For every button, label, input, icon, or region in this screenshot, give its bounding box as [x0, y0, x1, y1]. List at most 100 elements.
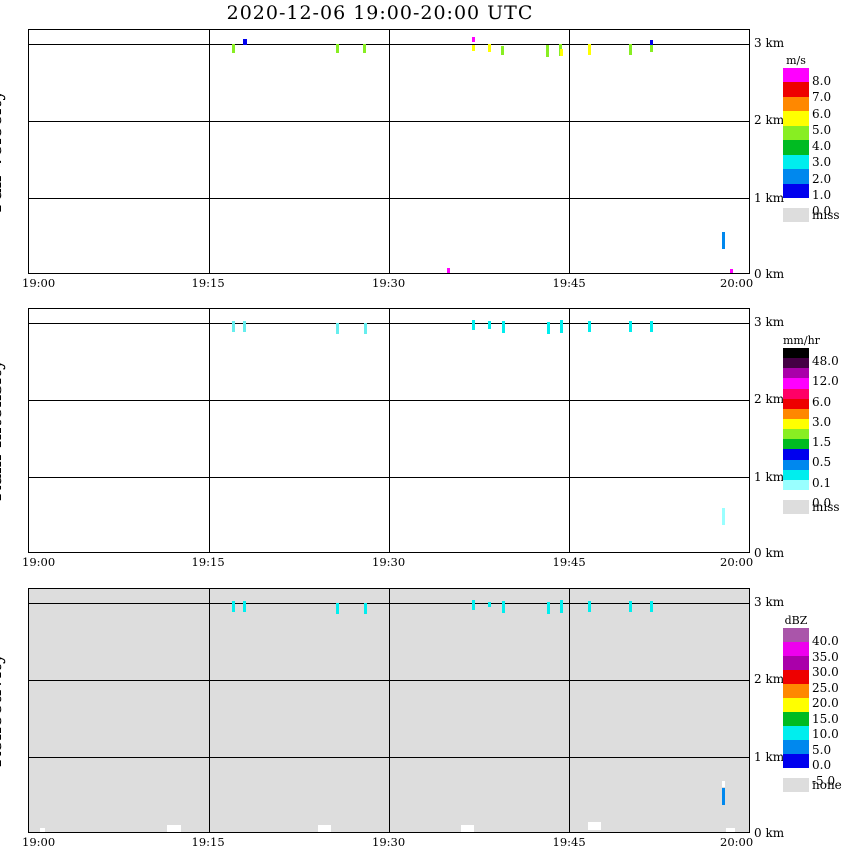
colorbar-swatch — [783, 469, 809, 480]
data-mark — [628, 321, 632, 333]
gridline-horizontal-3km — [29, 602, 749, 604]
colorbar-swatch — [783, 169, 809, 184]
data-mark — [722, 780, 726, 787]
xtick-label: 19:45 — [552, 276, 586, 290]
xtick-label: 19:30 — [372, 276, 406, 290]
data-mark — [649, 321, 653, 333]
colorbar-tick-label: 6.0 — [812, 394, 832, 409]
xtick-label: 19:00 — [22, 835, 56, 849]
colorbar-tick-label: 48.0 — [812, 354, 839, 368]
colorbar-swatch — [783, 348, 809, 359]
colorbar-tick-label: 3.0 — [812, 414, 832, 429]
colorbar-unit-label: mm/hr — [783, 334, 820, 347]
gridline-horizontal-3km — [29, 43, 749, 45]
data-mark — [649, 45, 653, 53]
colorbar-swatch — [783, 698, 809, 712]
colorbar-swatch — [783, 68, 809, 83]
colorbar-rain-intensity: mm/hr 48.0 12.0 6.0 3.0 1.5 0.5 0.1 0.0 miss — [783, 334, 850, 514]
gridline-vertical-1 — [389, 30, 390, 273]
colorbar-tick-label: 25.0 — [812, 680, 839, 695]
data-mark — [232, 43, 236, 53]
colorbar-swatch — [783, 82, 809, 97]
data-mark — [461, 824, 474, 832]
colorbar-tick-label: -5.0 — [812, 774, 836, 788]
data-mark — [243, 38, 248, 45]
gridline-vertical-2 — [569, 309, 570, 552]
gridline-vertical-0 — [209, 589, 210, 832]
data-mark — [363, 602, 367, 614]
gridline-horizontal-1km — [29, 197, 749, 199]
colorbar-unit-label: dBZ — [784, 614, 808, 627]
colorbar-tick-label: 5.0 — [812, 742, 832, 757]
ytick-label: 3 km — [754, 594, 785, 609]
colorbar-swatch — [783, 96, 809, 112]
panel-rain-intensity: Rain Intensity 19:00 19:15 19:30 19:45 20:00 3… — [0, 308, 784, 569]
colorbar-swatches: 48.0 12.0 6.0 3.0 1.5 0.5 0.1 0.0 — [783, 348, 839, 510]
data-mark — [243, 600, 247, 612]
xtick-label: 19:30 — [372, 555, 406, 569]
axis-label-fall-velocity: Fall Velocity — [0, 88, 6, 213]
colorbar-tick-label: 15.0 — [812, 711, 839, 726]
colorbar-swatch — [783, 670, 809, 684]
data-mark — [721, 231, 725, 249]
gridline-horizontal-2km — [29, 399, 749, 401]
colorbar-swatch — [783, 712, 809, 726]
colorbar-swatch — [783, 754, 809, 768]
ytick-label: 1 km — [754, 750, 785, 765]
colorbar-tick-label: 6.0 — [812, 106, 832, 121]
data-mark — [588, 601, 592, 613]
colorbar-missing-swatch — [783, 778, 809, 792]
data-mark — [232, 600, 236, 612]
data-mark — [587, 43, 591, 55]
gridline-horizontal-2km — [29, 679, 749, 681]
xtick-label: 20:00 — [720, 555, 754, 569]
colorbar-swatch — [783, 656, 809, 670]
plot-area-reflectivity[interactable] — [28, 588, 750, 833]
colorbar-swatch — [783, 684, 809, 698]
colorbar-reflectivity: dBZ 40.0 35.0 30.0 25.0 20.0 15.0 10.0 5.0 0.0 -5.… — [783, 614, 850, 792]
colorbar-tick-label: 35.0 — [812, 649, 839, 664]
colorbar-swatch — [783, 418, 809, 430]
data-mark — [363, 43, 367, 53]
data-mark — [721, 508, 725, 526]
colorbar-tick-label: 40.0 — [812, 634, 839, 648]
colorbar-tick-label: 2.0 — [812, 171, 832, 186]
colorbar-swatch — [783, 358, 809, 369]
colorbar-swatch — [783, 439, 809, 450]
colorbar-swatch — [783, 111, 809, 126]
gridline-vertical-0 — [209, 30, 210, 273]
colorbar-swatch — [783, 479, 809, 490]
data-mark — [471, 36, 475, 42]
xtick-label: 19:45 — [552, 555, 586, 569]
colorbar-tick-label: 0.0 — [812, 758, 832, 773]
plot-area-rain-intensity[interactable] — [28, 308, 750, 553]
xtick-label: 19:30 — [372, 835, 406, 849]
data-mark — [487, 321, 491, 330]
data-mark — [336, 322, 340, 334]
colorbar-tick-label: 0.5 — [812, 455, 832, 470]
plot-area-fall-velocity[interactable] — [28, 29, 750, 274]
data-mark — [545, 45, 549, 58]
axis-label-rain-intensity: Rain Intensity — [0, 358, 6, 501]
colorbar-swatch — [783, 628, 809, 642]
data-mark — [730, 268, 734, 273]
colorbar-tick-label: 20.0 — [812, 696, 839, 711]
data-mark — [502, 601, 506, 614]
colorbar-swatch — [783, 398, 809, 409]
colorbar-swatch — [783, 388, 809, 399]
colorbar-tick-label: 0.1 — [812, 475, 832, 490]
data-mark — [167, 824, 182, 832]
gridline-vertical-0 — [209, 309, 210, 552]
data-mark — [546, 602, 550, 615]
xtick-label: 19:00 — [22, 555, 56, 569]
xtick-label: 19:00 — [22, 276, 56, 290]
gridline-vertical-2 — [569, 30, 570, 273]
data-mark — [501, 45, 505, 55]
colorbar-swatch — [783, 726, 809, 740]
data-mark — [721, 788, 725, 806]
axis-label-reflectivity: Reflectivity — [0, 652, 6, 767]
colorbar-swatch — [783, 740, 809, 754]
data-mark — [628, 601, 632, 613]
colorbar-unit-label: m/s — [786, 54, 806, 67]
data-mark — [336, 43, 340, 53]
